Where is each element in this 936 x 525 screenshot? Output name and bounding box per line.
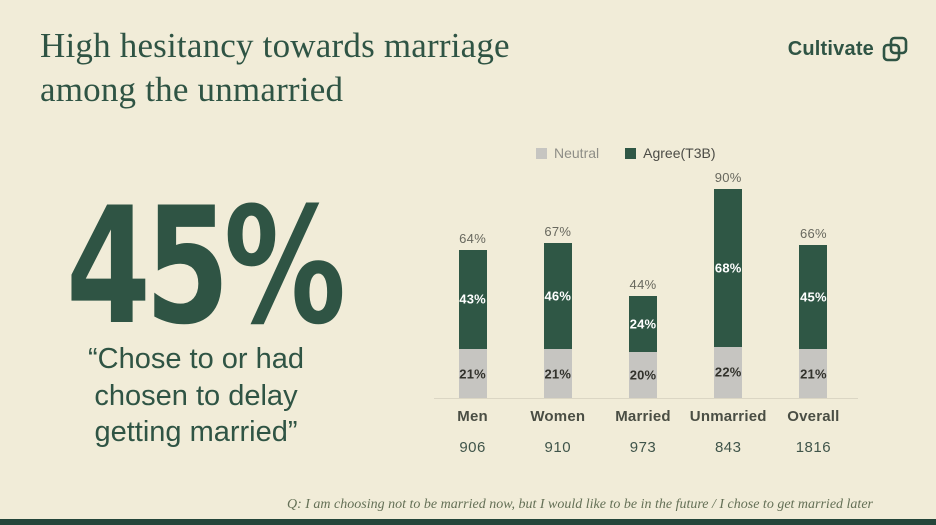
bar-total-label: 67% — [544, 223, 572, 239]
bar-segment-label: 20% — [629, 367, 657, 383]
bar-segment-neutral: 21% — [799, 349, 828, 398]
stat-quote: “Chose to or had chosen to delay getting… — [36, 341, 356, 451]
category-label: Unmarried — [689, 408, 767, 425]
chart-plot: 64% 43% 21% 67% 46% 21% 44% 24% 20% 90% 68% 22% 66% 4… — [430, 160, 856, 398]
chart-axis-line — [434, 398, 858, 399]
bar-segment-neutral: 21% — [543, 349, 572, 398]
sample-size-label: 910 — [544, 439, 572, 456]
bar-stack: 45% 21% — [799, 244, 828, 398]
bar-total-label: 66% — [799, 225, 827, 241]
bar-total-label: 64% — [459, 230, 487, 246]
headline-stat: 45% — [66, 172, 346, 361]
legend-swatch-icon — [625, 147, 637, 159]
slide-title-line1: High hesitancy towards marriage — [40, 26, 510, 65]
legend-item: Neutral — [536, 145, 599, 161]
bar-segment-agree: 45% — [799, 244, 828, 350]
chart-column: 67% 46% 21% — [515, 224, 600, 398]
bar-segment-agree: 68% — [714, 189, 743, 347]
bottom-accent-bar — [0, 519, 936, 525]
sample-size-label: 1816 — [795, 439, 832, 456]
bar-segment-label: 46% — [544, 288, 572, 304]
bar-segment-label: 43% — [459, 291, 486, 307]
bar-stack: 68% 22% — [714, 189, 743, 398]
bar-stack: 24% 20% — [629, 295, 657, 398]
legend-item: Agree(T3B) — [625, 145, 716, 161]
bar-segment-neutral: 20% — [629, 351, 657, 398]
chart-sample-size-row: 906 910 973 843 1816 — [430, 439, 856, 456]
chart-column: 64% 43% 21% — [430, 231, 515, 398]
interlocking-squares-icon — [882, 36, 908, 62]
bar-segment-agree: 46% — [543, 242, 572, 350]
bar-segment-agree: 24% — [629, 295, 657, 352]
sample-size-label: 973 — [629, 439, 657, 456]
bar-total-label: 44% — [629, 276, 657, 292]
bar-segment-label: 21% — [544, 366, 572, 382]
brand-logo: Cultivate — [788, 36, 908, 62]
bar-segment-label: 24% — [629, 316, 657, 332]
bar-segment-label: 68% — [714, 260, 742, 276]
slide-title-line2: among the unmarried — [40, 70, 344, 110]
chart-category-row: Men Women Married Unmarried Overall — [430, 408, 856, 425]
question-footnote: Q: I am choosing not to be married now, … — [287, 497, 873, 512]
category-label: Overall — [787, 408, 840, 425]
bar-segment-label: 22% — [714, 364, 742, 380]
bar-stack: 43% 21% — [458, 249, 487, 398]
chart-legend: Neutral Agree(T3B) — [536, 145, 716, 161]
brand-name: Cultivate — [787, 37, 874, 60]
stat-quote-line1: “Chose to or had — [87, 343, 304, 375]
bar-segment-label: 45% — [800, 289, 827, 305]
bar-total-label: 90% — [714, 170, 742, 186]
category-label: Married — [615, 408, 671, 425]
legend-label: Neutral — [554, 145, 600, 161]
chart-column: 66% 45% 21% — [771, 226, 856, 398]
chart-column: 44% 24% 20% — [600, 277, 685, 398]
legend-swatch-icon — [536, 147, 547, 159]
category-label: Women — [530, 408, 586, 425]
chart-column: 90% 68% 22% — [686, 170, 771, 398]
bar-segment-agree: 43% — [458, 249, 487, 350]
stat-quote-line3: getting married” — [94, 416, 298, 449]
legend-label: Agree(T3B) — [643, 145, 716, 161]
bar-segment-label: 21% — [459, 366, 486, 382]
sample-size-label: 906 — [459, 439, 486, 456]
bar-segment-neutral: 22% — [714, 346, 743, 398]
slide-title: High hesitancy towards marriage among th… — [40, 24, 680, 112]
category-label: Men — [457, 408, 488, 425]
bar-segment-label: 21% — [800, 366, 827, 382]
sample-size-label: 843 — [714, 439, 742, 456]
bar-stack: 46% 21% — [543, 242, 572, 398]
stat-quote-line2: chosen to delay — [94, 379, 298, 412]
bar-segment-neutral: 21% — [458, 349, 487, 398]
